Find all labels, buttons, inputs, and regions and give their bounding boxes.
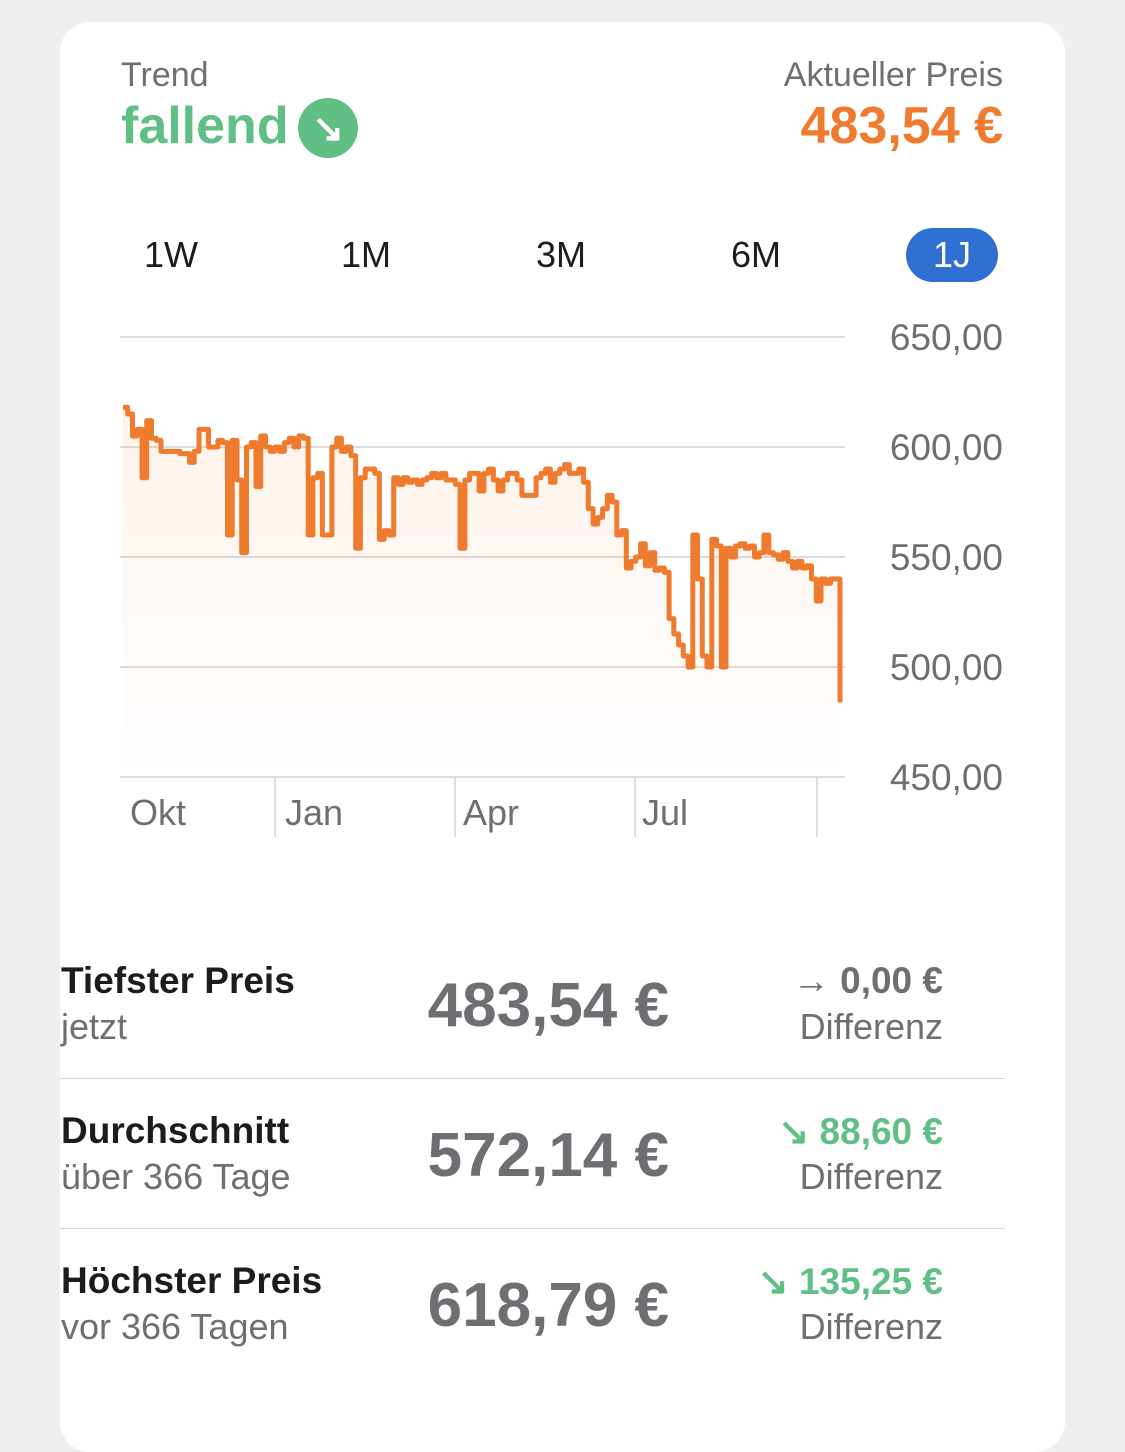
stat-row-average: Durchschnitt über 366 Tage 572,14 € ↘ 88… (60, 1080, 1005, 1230)
stat-value: 572,14 € (427, 1121, 669, 1190)
price-area-fill (123, 407, 840, 777)
range-tab-1w[interactable]: 1W (144, 234, 198, 275)
stat-title: Höchster Preis (61, 1260, 323, 1301)
stat-value: 483,54 € (427, 971, 669, 1040)
stat-diff-value: 88,60 € (819, 1111, 943, 1152)
range-tab-1j[interactable]: 1J (906, 228, 998, 282)
y-tick-label: 450,00 (890, 757, 1003, 798)
stat-title: Durchschnitt (61, 1110, 290, 1151)
trend-value: fallend (121, 97, 289, 155)
arrow-down-right-icon: ↘ (757, 1261, 789, 1302)
stat-value: 618,79 € (427, 1271, 669, 1340)
price-history-card: Trend fallend ↘ Aktueller Preis 483,54 €… (60, 22, 1065, 1452)
x-tick-label: Okt (130, 792, 186, 833)
arrow-down-right-icon: ↘ (778, 1111, 810, 1152)
divider (60, 1078, 1005, 1079)
trend-down-arrow-icon: ↘ (298, 98, 358, 158)
trend-label: Trend (121, 56, 209, 94)
price-line (123, 404, 843, 703)
stat-subtitle: vor 366 Tagen (61, 1306, 289, 1347)
stat-subtitle: jetzt (61, 1006, 128, 1047)
stat-row-lowest: Tiefster Preis jetzt 483,54 € → 0,00 € D… (60, 930, 1005, 1080)
stat-diff-label: Differenz (799, 1306, 943, 1347)
range-tab-6m[interactable]: 6M (730, 234, 781, 275)
stat-diff-value: 135,25 € (798, 1261, 943, 1302)
x-tick-label: Apr (463, 792, 519, 833)
y-tick-label: 600,00 (890, 427, 1003, 468)
price-chart: 650,00 600,00 550,00 500,00 450,00 Okt Jan Apr… (120, 322, 1003, 837)
divider (60, 1228, 1005, 1229)
stat-title: Tiefster Preis (61, 960, 295, 1001)
current-price-value: 483,54 € (800, 97, 1003, 155)
y-tick-label: 500,00 (890, 647, 1003, 688)
stat-diff: ↘ 88,60 € (778, 1110, 943, 1153)
y-tick-label: 550,00 (890, 537, 1003, 578)
stat-diff-value: 0,00 € (840, 960, 943, 1001)
arrow-right-icon: → (792, 960, 830, 1001)
y-tick-label: 650,00 (890, 322, 1003, 358)
stat-diff: → 0,00 € (793, 960, 943, 1002)
stat-subtitle: über 366 Tage (61, 1156, 291, 1197)
range-tab-1m[interactable]: 1M (340, 234, 391, 275)
current-price-label: Aktueller Preis (783, 56, 1003, 94)
range-tab-3m[interactable]: 3M (535, 234, 586, 275)
stat-diff-label: Differenz (799, 1156, 943, 1197)
x-tick-label: Jan (285, 792, 343, 833)
x-tick-label: Jul (642, 792, 688, 833)
stat-diff: ↘ 135,25 € (758, 1260, 943, 1303)
stat-row-highest: Höchster Preis vor 366 Tagen 618,79 € ↘ … (60, 1230, 1005, 1380)
stat-diff-label: Differenz (799, 1006, 943, 1047)
